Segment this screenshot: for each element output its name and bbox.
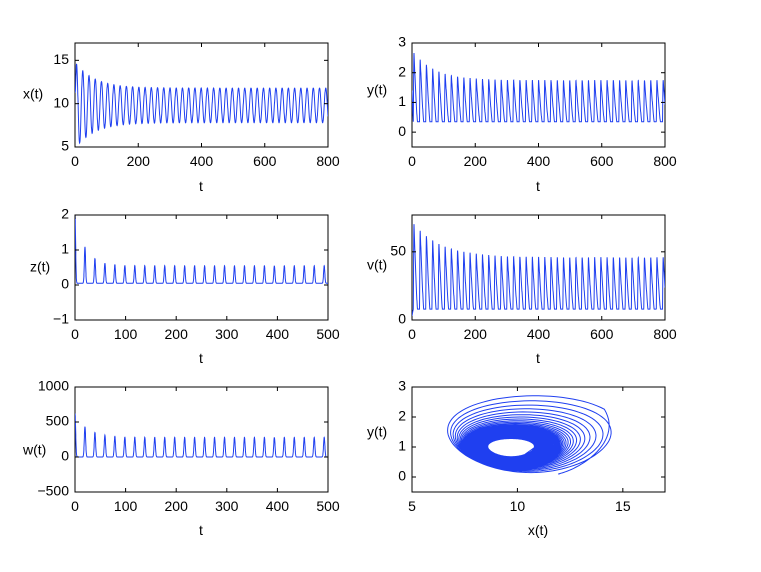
x-tick-label: 0	[408, 153, 416, 169]
x-tick-label: 100	[114, 326, 138, 342]
ylabel-phase: y(t)	[367, 424, 387, 440]
x-tick-label: 200	[165, 498, 189, 514]
x-tick-label: 200	[165, 326, 189, 342]
series-line-z	[75, 215, 328, 284]
x-tick-label: 0	[408, 326, 416, 342]
panel-x: 0 200 400 600 800 5 10 15 x(t) t	[23, 42, 340, 194]
series-line-y	[412, 52, 665, 123]
x-tick-label: 400	[527, 153, 551, 169]
x-tick-label: 400	[266, 326, 290, 342]
x-tick-label: 10	[510, 498, 526, 514]
ticks-y: 0 200 400 600 800 0 1 2 3	[398, 34, 677, 169]
x-tick-label: 400	[190, 153, 214, 169]
y-tick-label: 3	[398, 34, 406, 50]
x-tick-label: 800	[653, 326, 677, 342]
x-tick-label: 100	[114, 498, 138, 514]
x-tick-label: 400	[527, 326, 551, 342]
xlabel-z: t	[199, 350, 203, 366]
y-tick-label: 2	[398, 408, 406, 424]
series-line-phase	[447, 395, 612, 475]
x-tick-label: 500	[316, 498, 340, 514]
x-tick-label: 15	[615, 498, 631, 514]
ticks-v: 0 200 400 600 800 0 50	[390, 215, 677, 342]
ylabel-y: y(t)	[367, 82, 387, 98]
xlabel-y: t	[536, 178, 540, 194]
ylabel-z: z(t)	[30, 259, 50, 275]
y-tick-label: 0	[61, 276, 69, 292]
xlabel-phase: x(t)	[528, 522, 548, 538]
y-tick-label: 0	[61, 448, 69, 464]
y-tick-label: 0	[398, 468, 406, 484]
y-tick-label: 0	[398, 123, 406, 139]
y-tick-label: 2	[398, 63, 406, 79]
y-tick-label: 2	[61, 206, 69, 222]
y-tick-label: 10	[53, 94, 69, 110]
panel-v: 0 200 400 600 800 0 50 v(t) t	[367, 214, 677, 366]
x-tick-label: 800	[653, 153, 677, 169]
plot-area-w	[75, 413, 328, 458]
x-tick-label: 200	[464, 326, 488, 342]
x-tick-label: 200	[127, 153, 151, 169]
ylabel-v: v(t)	[367, 257, 387, 273]
y-tick-label: 1	[398, 93, 406, 109]
x-tick-label: 600	[253, 153, 277, 169]
y-tick-label: 3	[398, 378, 406, 394]
y-tick-label: −500	[37, 483, 69, 499]
x-tick-label: 600	[590, 153, 614, 169]
y-tick-label: 15	[53, 51, 69, 67]
xlabel-x: t	[199, 178, 203, 194]
y-tick-label: 5	[61, 138, 69, 154]
ylabel-x: x(t)	[23, 86, 43, 102]
axes-z	[74, 214, 329, 321]
y-tick-label: 50	[390, 243, 406, 259]
x-tick-label: 0	[71, 326, 79, 342]
plot-area-v	[412, 224, 665, 316]
plot-area-y	[412, 52, 665, 123]
x-tick-label: 300	[215, 498, 239, 514]
series-line-v	[412, 224, 665, 316]
series-line-x	[75, 63, 328, 145]
ticks-phase: 5 10 15 0 1 2 3	[398, 378, 665, 514]
panel-y: 0 200 400 600 800 0 1 2 3 y(t) t	[367, 34, 677, 194]
x-tick-label: 800	[316, 153, 340, 169]
y-tick-label: 0	[398, 311, 406, 327]
plot-area-phase	[447, 395, 612, 475]
plot-area-z	[75, 215, 328, 284]
ticks-x: 0 200 400 600 800 5 10 15	[53, 43, 340, 169]
ylabel-w: w(t)	[22, 442, 46, 458]
x-tick-label: 600	[590, 326, 614, 342]
x-tick-label: 400	[266, 498, 290, 514]
x-tick-label: 300	[215, 326, 239, 342]
x-tick-label: 5	[408, 498, 416, 514]
y-tick-label: 1	[398, 438, 406, 454]
y-tick-label: −1	[53, 311, 69, 327]
y-tick-label: 1000	[38, 378, 69, 394]
series-line-w	[75, 413, 328, 458]
y-tick-label: 500	[46, 413, 70, 429]
panel-phase: 5 10 15 0 1 2 3 y(t) x(t)	[367, 378, 666, 538]
x-tick-label: 500	[316, 326, 340, 342]
y-tick-label: 1	[61, 241, 69, 257]
x-tick-label: 0	[71, 498, 79, 514]
xlabel-v: t	[536, 350, 540, 366]
plot-area-x	[75, 63, 328, 145]
axes-x	[74, 42, 329, 148]
axes-w	[74, 386, 329, 493]
x-tick-label: 200	[464, 153, 488, 169]
x-tick-label: 0	[71, 153, 79, 169]
xlabel-w: t	[199, 522, 203, 538]
